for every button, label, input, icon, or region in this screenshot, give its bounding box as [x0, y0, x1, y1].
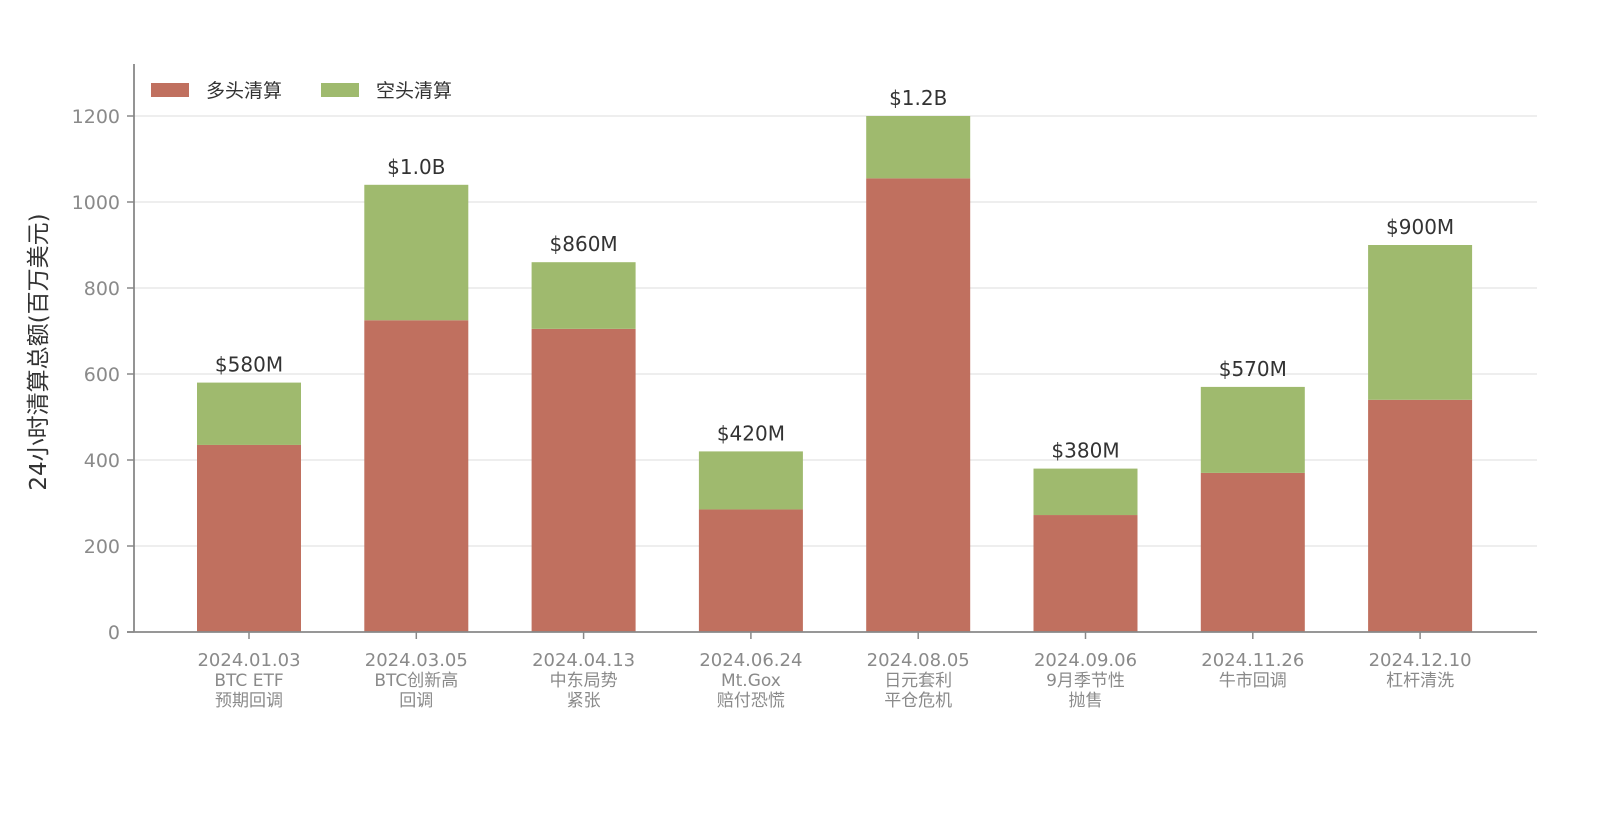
bar-total-label: $1.0B	[387, 155, 445, 179]
x-tick-label: BTC创新高	[374, 671, 458, 691]
bar-long-liquidation	[364, 320, 469, 632]
x-tick-label: 抛售	[1069, 691, 1103, 711]
x-tick-label: 赔付恐慌	[717, 691, 785, 711]
bar-total-label: $420M	[717, 421, 785, 445]
x-tick-label: 2024.11.26	[1201, 650, 1304, 671]
x-tick-label: 中东局势	[550, 671, 618, 691]
y-tick-label: 1200	[72, 106, 120, 128]
legend: 多头清算 空头清算	[151, 80, 452, 102]
bar-short-liquidation	[364, 184, 469, 321]
x-tick-label: 2024.04.13	[532, 650, 635, 671]
x-tick-label: 回调	[399, 691, 433, 711]
x-tick-label: 牛市回调	[1219, 671, 1287, 691]
bar-short-liquidation	[531, 262, 636, 329]
x-tick-label: 2024.12.10	[1369, 650, 1472, 671]
bar-long-liquidation	[698, 509, 803, 632]
legend-label: 多头清算	[206, 80, 282, 102]
x-tick-label: 2024.06.24	[699, 650, 802, 671]
bar-short-liquidation	[866, 116, 971, 179]
x-tick-label: 2024.09.06	[1034, 650, 1137, 671]
bar-long-liquidation	[866, 178, 971, 632]
x-tick-label: 2024.03.05	[365, 650, 468, 671]
bars	[197, 116, 1473, 632]
bar-long-liquidation	[531, 328, 636, 632]
x-tick-label: 2024.01.03	[197, 650, 300, 671]
y-tick-label: 200	[84, 536, 120, 558]
bar-long-liquidation	[1200, 472, 1305, 632]
x-tick-label: 2024.08.05	[867, 650, 970, 671]
y-tick-label: 0	[108, 622, 120, 644]
legend-swatch	[321, 83, 359, 97]
y-tick-label: 400	[84, 450, 120, 472]
total-labels: $580M $1.0B $860M $420M $1.2B $380M $570M $900M	[215, 86, 1454, 463]
bar-total-label: $860M	[550, 232, 618, 256]
x-tick-label: Mt.Gox	[721, 671, 781, 691]
x-tick-label: 日元套利	[884, 671, 952, 691]
gridlines	[134, 115, 1537, 547]
bar-short-liquidation	[1368, 245, 1473, 400]
legend-swatch	[151, 83, 189, 97]
x-tick-label: 平仓危机	[884, 691, 952, 711]
bar-short-liquidation	[1200, 386, 1305, 473]
bar-long-liquidation	[1033, 515, 1138, 632]
bar-long-liquidation	[1368, 399, 1473, 632]
x-tick-label: 预期回调	[215, 691, 283, 711]
x-tick-label: 9月季节性	[1046, 671, 1125, 691]
bar-total-label: $580M	[215, 353, 283, 377]
bar-short-liquidation	[698, 451, 803, 510]
bar-total-label: $380M	[1051, 439, 1119, 463]
bar-long-liquidation	[197, 444, 301, 632]
legend-label: 空头清算	[376, 80, 452, 102]
y-tick-label: 600	[84, 364, 120, 386]
bar-total-label: $1.2B	[889, 86, 947, 110]
x-tick-label: 杠杆清洗	[1386, 671, 1454, 691]
bar-short-liquidation	[1033, 468, 1138, 516]
bar-short-liquidation	[197, 382, 301, 445]
y-axis-label: 24小时清算总额(百万美元)	[26, 213, 52, 490]
x-tick-label: BTC ETF	[214, 671, 283, 691]
y-tick-label: 1000	[72, 192, 120, 214]
y-tick-label: 800	[84, 278, 120, 300]
bar-total-label: $900M	[1386, 215, 1454, 239]
bar-total-label: $570M	[1219, 357, 1287, 381]
x-tick-label: 紧张	[567, 691, 601, 711]
